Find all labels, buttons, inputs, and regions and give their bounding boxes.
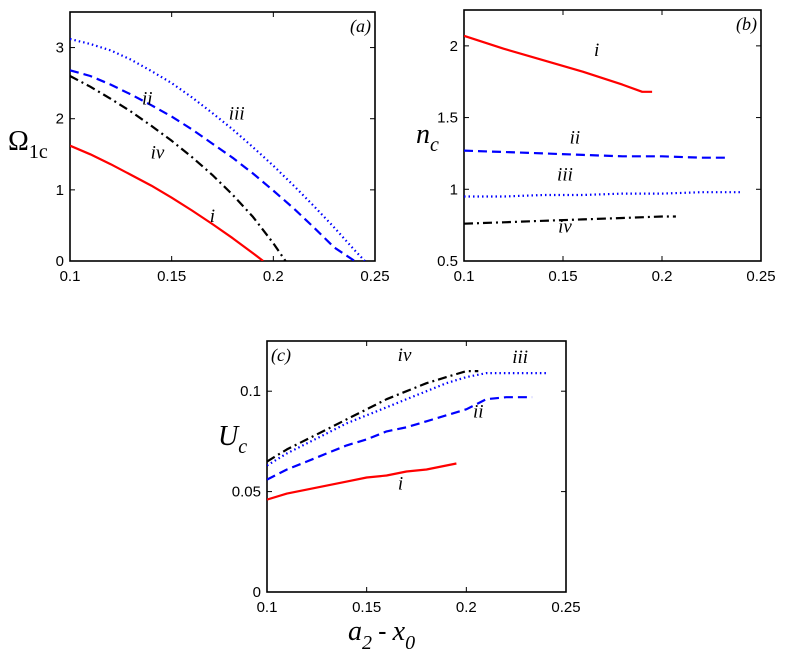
panel-c-series-ii-line [267, 396, 533, 481]
panel-a-series-i-line [70, 144, 264, 261]
panel-a-xtick-label: 0.15 [157, 268, 186, 285]
panel-c-xtick-label: 0.1 [257, 599, 278, 616]
panel-b-series-iii-line [464, 191, 742, 198]
panel-b-series-i-line [464, 34, 653, 93]
panel-b-curve-label-ii: ii [570, 127, 581, 148]
panel-c-curve-label-iv: iv [398, 345, 412, 366]
panel-a-ylabel: Ω1c [8, 126, 48, 163]
panel-b-ytick-label: 2 [450, 38, 458, 55]
panel-b-curve-label-iii: iii [557, 165, 573, 186]
panel-b-curve-label-i: i [594, 40, 599, 61]
panel-a-xtick-label: 0.2 [263, 268, 284, 285]
panel-b-series-ii-line [464, 149, 728, 159]
panel-a-series-iv-line [70, 75, 287, 261]
panel-c-series-iii-line [267, 372, 547, 467]
panel-b-ytick-label: 1.5 [437, 110, 458, 127]
panel-c-axes-frame [266, 340, 567, 593]
panel-a-ytick-label: 0 [56, 253, 64, 270]
panel-b-panel-tag: (b) [736, 14, 757, 35]
panel-a-axes-frame [69, 11, 376, 262]
panel-c-ytick-label: 0.05 [232, 484, 261, 501]
panel-c-curve-label-iii: iii [512, 347, 528, 368]
panel-c-panel-tag: (c) [271, 345, 291, 366]
panel-c-series-i-line [267, 462, 457, 501]
panel-b-xtick-label: 0.1 [454, 268, 475, 285]
panel-a-series-ii-line [70, 69, 356, 261]
panel-c-ytick-label: 0.1 [240, 383, 261, 400]
panel-a-ytick-label: 1 [56, 182, 64, 199]
panel-c-curve-label-ii: ii [473, 401, 484, 422]
panel-b-ytick-label: 1 [450, 181, 458, 198]
panel-a-ytick-label: 3 [56, 40, 64, 57]
panel-a-curve-label-iii: iii [229, 103, 245, 124]
panel-c-xtick-label: 0.2 [456, 599, 477, 616]
panel-c-xtick-label: 0.15 [352, 599, 381, 616]
panel-b-xtick-label: 0.25 [746, 268, 775, 285]
panel-b-axes-frame [463, 9, 762, 262]
panel-b-xtick-label: 0.15 [548, 268, 577, 285]
panel-b-curve-label-iv: iv [558, 216, 572, 237]
panel-c-curve-label-i: i [398, 474, 403, 495]
panel-a-xtick-label: 0.1 [60, 268, 81, 285]
panel-c-ytick-label: 0 [253, 584, 261, 601]
panel-b-series-iv-line [464, 215, 676, 225]
panel-a-xtick-label: 0.25 [360, 268, 389, 285]
panel-c-xlabel: a2- x0 [348, 616, 415, 654]
panel-a-curve-label-iv: iv [151, 143, 165, 164]
panel-a-curve-label-i: i [210, 206, 215, 227]
panel-a-panel-tag: (a) [350, 16, 371, 37]
panel-b-xtick-label: 0.2 [652, 268, 673, 285]
panel-c-series-iv-line [267, 370, 479, 463]
panel-c-ylabel: Uc [218, 421, 247, 458]
panel-a-ytick-label: 2 [56, 111, 64, 128]
panel-b-ylabel: nc [416, 119, 439, 156]
panel-b-ytick-label: 0.5 [437, 253, 458, 270]
panel-c-xtick-label: 0.25 [551, 599, 580, 616]
panel-a-curve-label-ii: ii [142, 88, 153, 109]
